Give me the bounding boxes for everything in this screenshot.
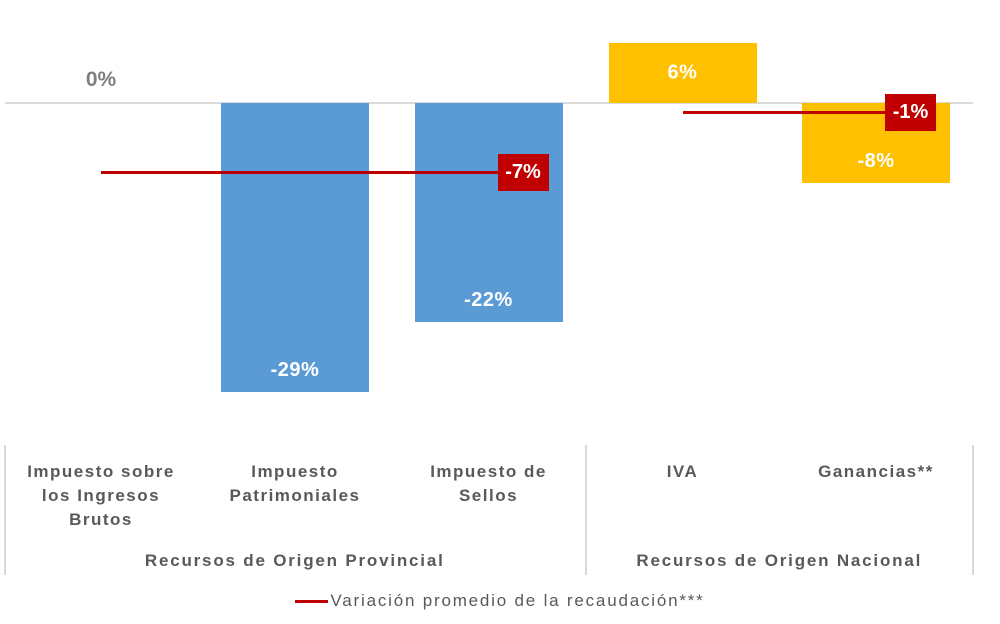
category-label: Impuesto Patrimoniales (200, 460, 390, 508)
bar-1: -29% (221, 103, 369, 392)
category-label-line: IVA (666, 462, 699, 481)
legend-label: Variación promedio de la recaudación*** (330, 591, 705, 610)
category-label-line: Impuesto de (430, 462, 547, 481)
category-label: IVA (588, 460, 778, 484)
category-label-line: Brutos (69, 510, 133, 529)
axis-divider (972, 445, 974, 575)
average-line (682, 111, 885, 115)
axis-divider (4, 445, 6, 575)
category-label: Impuesto sobre los Ingresos Brutos (6, 460, 196, 532)
category-label-line: Impuesto (251, 462, 339, 481)
category-label-line: Ganancias** (818, 462, 934, 481)
category-label: Ganancias** (781, 460, 971, 484)
group-label: Recursos de Origen Provincial (144, 551, 445, 570)
legend-line-swatch (295, 599, 329, 603)
average-value-label: -7% (497, 154, 549, 192)
category-label-line: los Ingresos (41, 486, 161, 505)
average-line (101, 171, 498, 175)
category-label-line: Patrimoniales (229, 486, 361, 505)
group-label: Recursos de Origen Nacional (636, 551, 923, 570)
axis-divider (585, 445, 587, 575)
bar-value-label: -8% (857, 149, 895, 172)
bar-3: 6% (608, 43, 757, 103)
average-value-label: -1% (885, 94, 936, 132)
legend: Variación promedio de la recaudación*** (0, 591, 1000, 611)
zero-value-label: 0% (85, 68, 117, 91)
bar-value-label: 6% (667, 61, 698, 84)
bar-value-label: -29% (270, 358, 320, 381)
category-label-line: Impuesto sobre (27, 462, 175, 481)
bar-value-label: -22% (464, 288, 513, 311)
bar-2: -22% (414, 103, 563, 322)
category-label: Impuesto de Sellos (394, 460, 584, 508)
category-label-line: Sellos (458, 486, 519, 505)
